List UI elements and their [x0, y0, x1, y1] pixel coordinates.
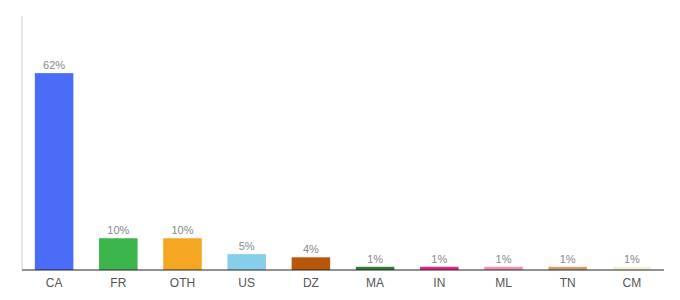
x-tick-label: ML	[495, 276, 512, 290]
x-tick-label: FR	[110, 276, 126, 290]
chart-svg: 62% 10% 10% 5% 4% 1% 1% 1% 1% 1% CA FR OTH US DZ MA IN ML…	[0, 0, 680, 300]
data-label: 1%	[624, 253, 640, 265]
bar	[227, 254, 266, 270]
data-label: 4%	[303, 243, 319, 255]
x-tick-label: IN	[433, 276, 445, 290]
bar	[35, 73, 74, 270]
x-tick-label: US	[238, 276, 255, 290]
y-axis-line	[22, 16, 23, 270]
data-label: 1%	[431, 253, 447, 265]
data-label: 1%	[560, 253, 576, 265]
data-label: 5%	[239, 240, 255, 252]
chart-container: 62% 10% 10% 5% 4% 1% 1% 1% 1% 1% CA FR OTH US DZ MA IN ML…	[0, 0, 680, 300]
x-tick-label: TN	[560, 276, 576, 290]
bar	[99, 238, 138, 270]
x-tick-label: DZ	[303, 276, 319, 290]
bars	[35, 73, 651, 270]
x-tick-labels: CA FR OTH US DZ MA IN ML TN CM	[46, 276, 641, 290]
data-label: 62%	[43, 59, 65, 71]
x-tick-label: OTH	[170, 276, 195, 290]
x-tick-label: CA	[46, 276, 63, 290]
data-label: 1%	[496, 253, 512, 265]
data-label: 10%	[171, 224, 193, 236]
x-tick-label: CM	[623, 276, 642, 290]
data-labels: 62% 10% 10% 5% 4% 1% 1% 1% 1% 1%	[43, 59, 640, 265]
x-axis-line	[22, 270, 664, 271]
bar	[292, 257, 331, 270]
data-label: 1%	[367, 253, 383, 265]
data-label: 10%	[107, 224, 129, 236]
bar	[163, 238, 202, 270]
x-tick-label: MA	[366, 276, 384, 290]
